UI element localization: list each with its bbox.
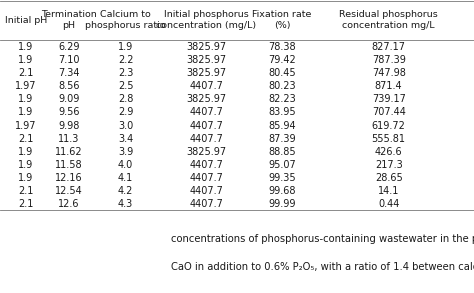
- Text: 426.6: 426.6: [375, 147, 402, 157]
- Text: 4407.7: 4407.7: [189, 186, 223, 196]
- Text: 11.62: 11.62: [55, 147, 82, 157]
- Text: 99.99: 99.99: [268, 200, 296, 209]
- Text: 9.09: 9.09: [58, 94, 80, 104]
- Text: 12.16: 12.16: [55, 173, 82, 183]
- Text: 1.9: 1.9: [18, 160, 34, 170]
- Text: 2.1: 2.1: [18, 134, 34, 144]
- Text: 1.97: 1.97: [15, 81, 37, 91]
- Text: concentrations of phosphorus-containing wastewater in the paper. Cichy used: concentrations of phosphorus-containing …: [171, 234, 474, 244]
- Text: 3825.97: 3825.97: [186, 94, 226, 104]
- Text: 87.39: 87.39: [268, 134, 296, 144]
- Text: 871.4: 871.4: [375, 81, 402, 91]
- Text: 4407.7: 4407.7: [189, 173, 223, 183]
- Text: 747.98: 747.98: [372, 68, 406, 78]
- Text: 4.3: 4.3: [118, 200, 133, 209]
- Text: 787.39: 787.39: [372, 55, 406, 65]
- Text: 2.1: 2.1: [18, 200, 34, 209]
- Text: 12.54: 12.54: [55, 186, 82, 196]
- Text: 4407.7: 4407.7: [189, 120, 223, 130]
- Text: Fixation rate
(%): Fixation rate (%): [252, 10, 312, 30]
- Text: 4407.7: 4407.7: [189, 107, 223, 117]
- Text: 3825.97: 3825.97: [186, 42, 226, 52]
- Text: 4.0: 4.0: [118, 160, 133, 170]
- Text: 9.98: 9.98: [58, 120, 80, 130]
- Text: 2.9: 2.9: [118, 107, 133, 117]
- Text: 14.1: 14.1: [378, 186, 400, 196]
- Text: Initial pH: Initial pH: [5, 16, 47, 25]
- Text: 99.68: 99.68: [268, 186, 296, 196]
- Text: Residual phosphorus
concentration mg/L: Residual phosphorus concentration mg/L: [339, 10, 438, 30]
- Text: 4407.7: 4407.7: [189, 81, 223, 91]
- Text: 4.1: 4.1: [118, 173, 133, 183]
- Text: 1.9: 1.9: [118, 42, 133, 52]
- Text: 3.4: 3.4: [118, 134, 133, 144]
- Text: 11.58: 11.58: [55, 160, 82, 170]
- Text: 2.1: 2.1: [18, 68, 34, 78]
- Text: 2.1: 2.1: [18, 186, 34, 196]
- Text: 3825.97: 3825.97: [186, 55, 226, 65]
- Text: CaO in addition to 0.6% P₂O₅, with a ratio of 1.4 between calcium and phos-: CaO in addition to 0.6% P₂O₅, with a rat…: [171, 262, 474, 272]
- Text: 88.85: 88.85: [268, 147, 296, 157]
- Text: 1.9: 1.9: [18, 147, 34, 157]
- Text: Calcium to
phosphorus ratio: Calcium to phosphorus ratio: [85, 10, 166, 30]
- Text: 7.34: 7.34: [58, 68, 80, 78]
- Text: 80.23: 80.23: [268, 81, 296, 91]
- Text: 79.42: 79.42: [268, 55, 296, 65]
- Text: 2.2: 2.2: [118, 55, 133, 65]
- Text: 3825.97: 3825.97: [186, 68, 226, 78]
- Text: Termination
pH: Termination pH: [41, 10, 97, 30]
- Text: Initial phosphorus
concentration (mg/L): Initial phosphorus concentration (mg/L): [156, 10, 256, 30]
- Text: 11.3: 11.3: [58, 134, 80, 144]
- Text: 8.56: 8.56: [58, 81, 80, 91]
- Text: 3.9: 3.9: [118, 147, 133, 157]
- Text: 555.81: 555.81: [372, 134, 406, 144]
- Text: 1.9: 1.9: [18, 173, 34, 183]
- Text: 1.9: 1.9: [18, 55, 34, 65]
- Text: 3825.97: 3825.97: [186, 147, 226, 157]
- Text: 82.23: 82.23: [268, 94, 296, 104]
- Text: 3.0: 3.0: [118, 120, 133, 130]
- Text: 78.38: 78.38: [268, 42, 296, 52]
- Text: 28.65: 28.65: [375, 173, 402, 183]
- Text: 1.9: 1.9: [18, 107, 34, 117]
- Text: 1.9: 1.9: [18, 94, 34, 104]
- Text: 95.07: 95.07: [268, 160, 296, 170]
- Text: 12.6: 12.6: [58, 200, 80, 209]
- Text: 1.97: 1.97: [15, 120, 37, 130]
- Text: 4407.7: 4407.7: [189, 160, 223, 170]
- Text: 217.3: 217.3: [375, 160, 402, 170]
- Text: 83.95: 83.95: [268, 107, 296, 117]
- Text: 739.17: 739.17: [372, 94, 406, 104]
- Text: 1.9: 1.9: [18, 42, 34, 52]
- Text: 7.10: 7.10: [58, 55, 80, 65]
- Text: 0.44: 0.44: [378, 200, 400, 209]
- Text: 6.29: 6.29: [58, 42, 80, 52]
- Text: 4407.7: 4407.7: [189, 134, 223, 144]
- Text: 619.72: 619.72: [372, 120, 406, 130]
- Text: 80.45: 80.45: [268, 68, 296, 78]
- Text: 4.2: 4.2: [118, 186, 133, 196]
- Text: 4407.7: 4407.7: [189, 200, 223, 209]
- Text: 2.8: 2.8: [118, 94, 133, 104]
- Text: 707.44: 707.44: [372, 107, 406, 117]
- Text: 9.56: 9.56: [58, 107, 80, 117]
- Text: 2.3: 2.3: [118, 68, 133, 78]
- Text: 827.17: 827.17: [372, 42, 406, 52]
- Text: 85.94: 85.94: [268, 120, 296, 130]
- Text: 2.5: 2.5: [118, 81, 133, 91]
- Text: 99.35: 99.35: [268, 173, 296, 183]
